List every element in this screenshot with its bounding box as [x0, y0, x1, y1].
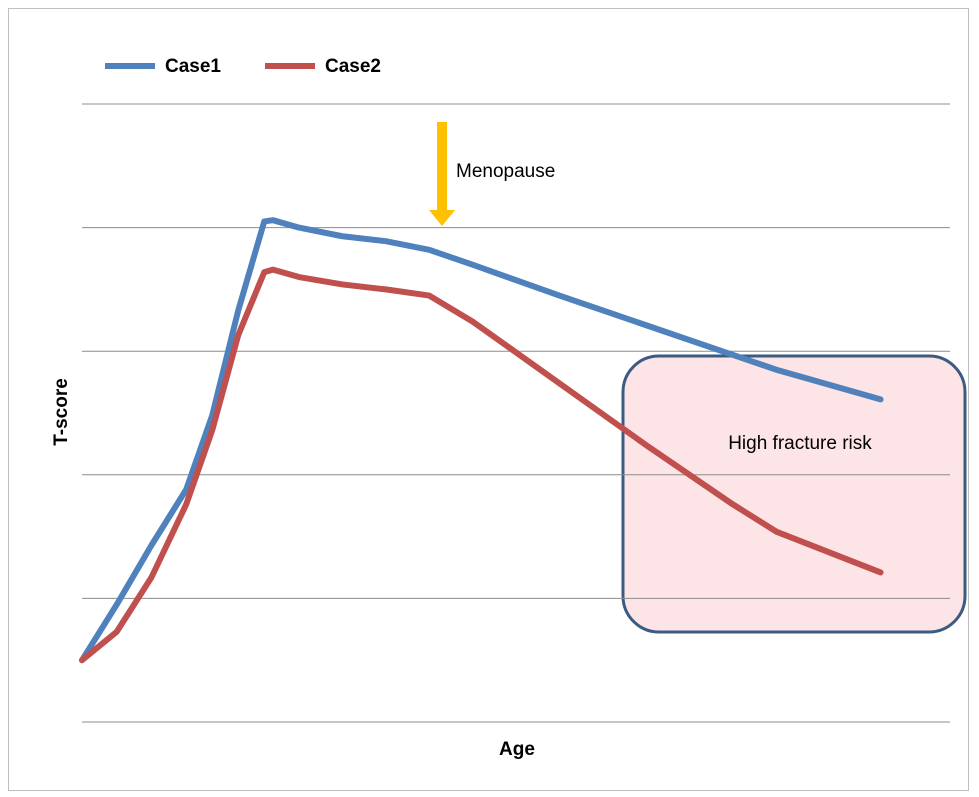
x-axis-label: Age [499, 739, 535, 760]
legend-label: Case1 [165, 56, 221, 77]
y-axis-label: T-score [51, 378, 72, 446]
menopause-label: Menopause [456, 161, 555, 182]
risk-box [621, 354, 967, 634]
series-line [79, 217, 884, 664]
menopause-arrow-head [429, 210, 455, 226]
menopause-arrow-shaft [437, 122, 447, 212]
series-line [79, 266, 884, 664]
risk-label: High fracture risk [728, 433, 872, 454]
legend-label: Case2 [325, 56, 381, 77]
